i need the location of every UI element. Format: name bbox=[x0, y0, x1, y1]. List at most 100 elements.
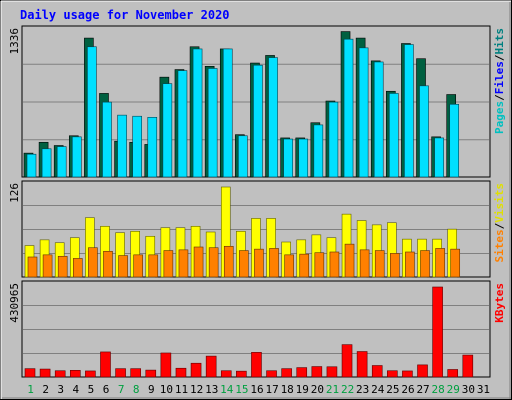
bar-hits-day-23 bbox=[358, 47, 369, 178]
bar-hits-day-27 bbox=[419, 85, 429, 178]
bar-kbytes-day-8 bbox=[130, 368, 141, 378]
bar-hits-day-4 bbox=[71, 136, 82, 178]
bar-sites-day-10 bbox=[163, 250, 174, 278]
legend-entry-visits: Visits bbox=[493, 183, 506, 223]
x-tick-label-day-11: 11 bbox=[175, 383, 188, 396]
bar-sites-day-2 bbox=[42, 254, 53, 278]
bar-hits-day-6 bbox=[102, 101, 112, 178]
panel-sites-visits-legend: Sites/Visits bbox=[493, 183, 506, 263]
legend-entry-separator: / bbox=[493, 222, 506, 229]
bar-sites-day-3 bbox=[57, 255, 68, 278]
bar-sites-day-20 bbox=[314, 252, 325, 278]
x-tick-label-day-8: 8 bbox=[133, 383, 140, 396]
bar-hits-day-24 bbox=[373, 61, 384, 178]
bar-sites-day-4 bbox=[72, 258, 83, 278]
bar-hits-day-5 bbox=[87, 46, 97, 178]
bar-kbytes-day-16 bbox=[251, 352, 262, 378]
x-tick-label-day-21: 21 bbox=[326, 383, 339, 396]
legend-entry-kbytes: KBytes bbox=[493, 283, 506, 323]
bar-hits-day-28 bbox=[434, 137, 444, 178]
bar-sites-day-11 bbox=[178, 249, 189, 278]
bar-hits-day-26 bbox=[404, 44, 414, 178]
bar-hits-day-17 bbox=[268, 57, 278, 178]
x-tick-label-day-24: 24 bbox=[371, 383, 385, 396]
bar-kbytes-day-19 bbox=[296, 367, 308, 378]
x-tick-label-day-3: 3 bbox=[57, 383, 64, 396]
bar-kbytes-day-10 bbox=[160, 352, 172, 378]
chart-title: Daily usage for November 2020 bbox=[20, 8, 230, 22]
bar-sites-day-8 bbox=[133, 254, 143, 278]
x-tick-label-day-9: 9 bbox=[148, 383, 155, 396]
bar-sites-day-18 bbox=[284, 254, 294, 278]
x-tick-label-day-7: 7 bbox=[118, 383, 125, 396]
bar-kbytes-day-30 bbox=[462, 354, 474, 378]
bar-kbytes-day-6 bbox=[100, 351, 111, 378]
bar-kbytes-day-5 bbox=[85, 370, 96, 378]
panel-kbytes-legend: KBytes bbox=[493, 283, 506, 323]
x-tick-label-day-23: 23 bbox=[356, 383, 369, 396]
bar-sites-day-15 bbox=[239, 250, 249, 278]
bar-hits-day-16 bbox=[253, 64, 263, 178]
bar-hits-day-22 bbox=[343, 38, 354, 178]
bar-kbytes-day-23 bbox=[356, 351, 368, 378]
bar-kbytes-day-1 bbox=[24, 368, 36, 378]
x-tick-label-day-14: 14 bbox=[220, 383, 234, 396]
legend-entry-files: Files bbox=[493, 61, 506, 94]
x-tick-label-day-5: 5 bbox=[88, 383, 95, 396]
bar-hits-day-10 bbox=[162, 83, 173, 178]
bar-hits-day-3 bbox=[56, 146, 67, 178]
bar-kbytes-day-15 bbox=[236, 370, 247, 378]
bar-sites-day-27 bbox=[420, 250, 430, 278]
bar-hits-day-12 bbox=[192, 48, 203, 178]
bar-sites-day-7 bbox=[118, 255, 128, 278]
bar-hits-day-14 bbox=[222, 48, 233, 178]
x-tick-label-day-30: 30 bbox=[462, 383, 475, 396]
bar-sites-day-23 bbox=[359, 249, 370, 278]
bar-kbytes-day-27 bbox=[417, 364, 428, 378]
bar-hits-day-9 bbox=[147, 117, 158, 178]
bar-sites-day-19 bbox=[299, 253, 310, 278]
x-tick-label-day-4: 4 bbox=[73, 383, 80, 396]
bar-sites-day-16 bbox=[254, 248, 264, 278]
bar-sites-day-13 bbox=[208, 247, 219, 278]
bar-kbytes-day-18 bbox=[281, 368, 292, 378]
panel-sites-visits-max-label: 126 bbox=[8, 183, 21, 203]
bar-kbytes-day-11 bbox=[175, 367, 187, 378]
x-tick-label-day-31: 31 bbox=[477, 383, 490, 396]
x-tick-label-day-25: 25 bbox=[386, 383, 399, 396]
bar-kbytes-day-24 bbox=[371, 365, 383, 378]
bar-sites-day-24 bbox=[374, 250, 385, 278]
x-tick-label-day-15: 15 bbox=[235, 383, 248, 396]
bar-kbytes-day-12 bbox=[190, 362, 202, 378]
x-tick-label-day-29: 29 bbox=[447, 383, 460, 396]
bar-kbytes-day-21 bbox=[326, 366, 338, 378]
bar-sites-day-21 bbox=[329, 251, 340, 278]
x-tick-label-day-20: 20 bbox=[311, 383, 324, 396]
bar-kbytes-day-7 bbox=[115, 368, 126, 378]
bar-kbytes-day-20 bbox=[311, 366, 323, 378]
x-tick-label-day-13: 13 bbox=[205, 383, 218, 396]
bar-hits-day-7 bbox=[117, 114, 127, 178]
bar-hits-day-25 bbox=[389, 93, 399, 178]
legend-entry-pages: Pages bbox=[493, 101, 506, 134]
bar-kbytes-day-28 bbox=[432, 286, 443, 378]
bar-hits-day-19 bbox=[298, 138, 309, 178]
x-tick-label-day-12: 12 bbox=[190, 383, 203, 396]
x-tick-label-day-2: 2 bbox=[42, 383, 49, 396]
x-tick-label-day-28: 28 bbox=[432, 383, 445, 396]
bar-kbytes-day-26 bbox=[402, 370, 413, 378]
bar-hits-day-15 bbox=[238, 135, 248, 178]
bar-kbytes-day-2 bbox=[39, 368, 51, 378]
x-tick-label-day-26: 26 bbox=[401, 383, 414, 396]
bar-sites-day-26 bbox=[405, 251, 415, 278]
bar-kbytes-day-25 bbox=[387, 370, 398, 378]
bar-hits-day-8 bbox=[132, 115, 142, 178]
bar-sites-day-29 bbox=[450, 248, 461, 278]
chart-panels: 1336Pages/Files/Hits126Sites/Visits43096… bbox=[8, 25, 506, 396]
bar-sites-day-9 bbox=[148, 254, 159, 278]
bar-kbytes-day-3 bbox=[54, 370, 66, 378]
bar-sites-day-28 bbox=[435, 248, 445, 278]
legend-entry-hits: Hits bbox=[493, 28, 506, 55]
bar-kbytes-day-17 bbox=[266, 370, 277, 378]
